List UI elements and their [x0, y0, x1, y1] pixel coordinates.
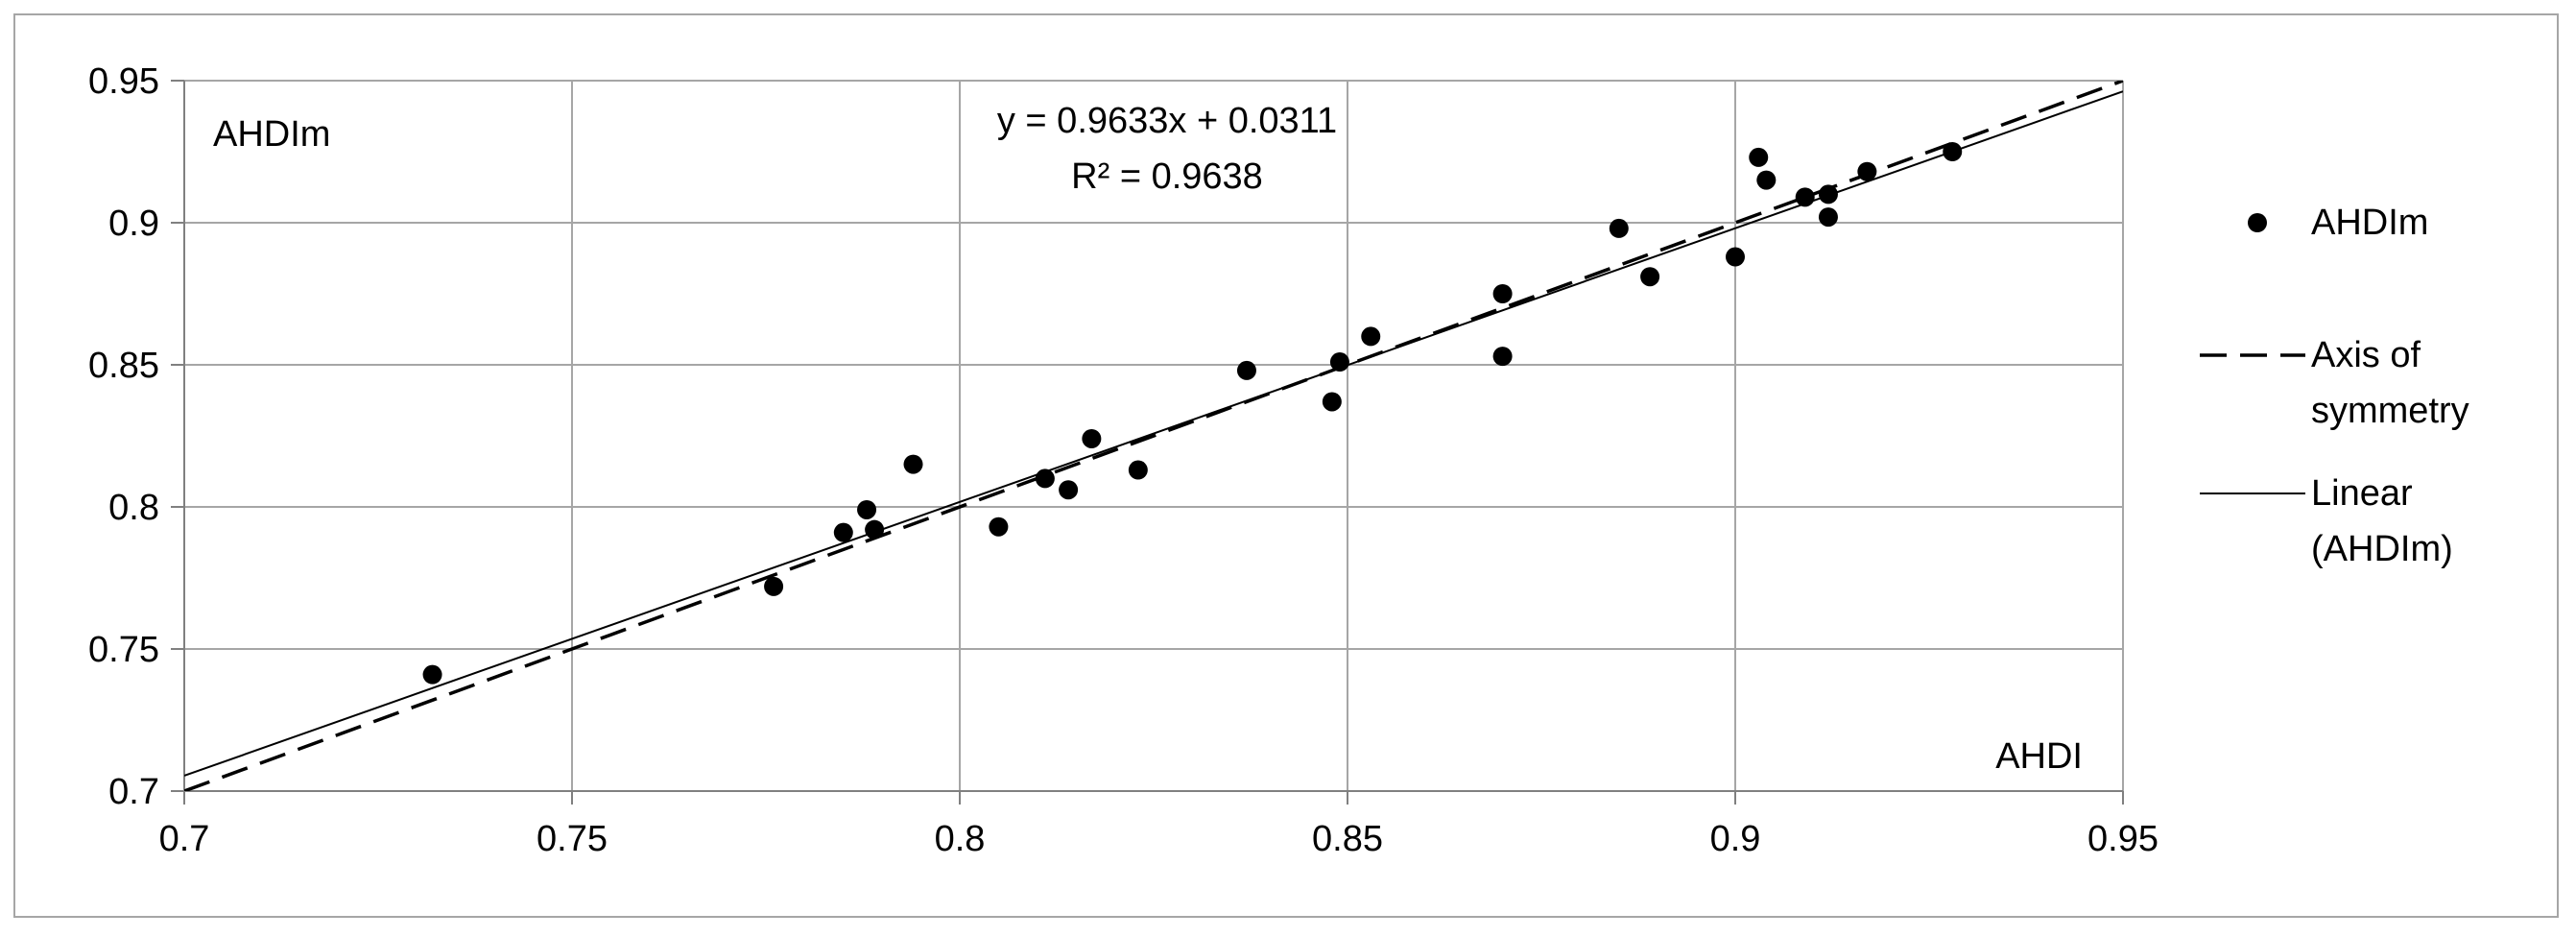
x-tick-label: 0.75 [537, 819, 608, 859]
y-tick-label: 0.7 [108, 772, 159, 812]
data-point [857, 499, 877, 519]
data-point [833, 522, 853, 542]
y-tick-label: 0.8 [108, 488, 159, 528]
data-point [764, 576, 784, 596]
data-point [865, 519, 885, 540]
gridlines [184, 80, 2124, 791]
trendline-equation: y = 0.9633x + 0.0311 [997, 101, 1337, 141]
legend-label: symmetry [2311, 391, 2469, 431]
x-tick-label: 0.8 [935, 819, 986, 859]
data-point [422, 664, 442, 685]
tick-labels: 0.7 0.75 0.8 0.85 0.9 0.95 0.7 0.75 0.8 0.85 0.9 0.… [88, 61, 2159, 859]
data-points [422, 142, 1963, 685]
data-point [1640, 267, 1660, 287]
trend-lines [184, 81, 2123, 791]
data-point [903, 454, 923, 474]
x-tick-label: 0.95 [2087, 819, 2159, 859]
data-point [1943, 142, 1963, 161]
x-tick-label: 0.85 [1312, 819, 1383, 859]
data-point [1749, 147, 1769, 167]
y-axis-corner-label: AHDIm [213, 114, 330, 155]
linear-trendline [184, 90, 2123, 777]
data-point [1818, 184, 1838, 204]
data-point [1082, 428, 1102, 448]
data-point [1361, 326, 1381, 347]
data-point [1059, 480, 1079, 500]
x-tick-label: 0.9 [1710, 819, 1761, 859]
legend-label: Linear [2311, 473, 2413, 514]
data-point [989, 517, 1009, 537]
data-point [1492, 284, 1513, 303]
legend: AHDIm Axis of symmetry Linear (AHDIm) [2200, 203, 2469, 569]
data-point [1492, 347, 1513, 367]
legend-label: (AHDIm) [2311, 529, 2453, 569]
legend-label: Axis of [2311, 335, 2421, 375]
y-tick-label: 0.75 [88, 630, 159, 670]
x-tick-label: 0.7 [159, 819, 210, 859]
data-point [1236, 360, 1256, 380]
data-point [1329, 352, 1349, 372]
y-tick-label: 0.85 [88, 346, 159, 386]
r-squared-label: R² = 0.9638 [1071, 156, 1263, 197]
chart-frame: 0.7 0.75 0.8 0.85 0.9 0.95 0.7 0.75 0.8 0.85 0.9 0.… [13, 13, 2559, 918]
data-point [1322, 392, 1342, 412]
legend-dot-marker [2248, 213, 2267, 232]
x-axis-corner-label: AHDI [1995, 736, 2083, 777]
data-point [1609, 218, 1629, 238]
data-point [1795, 187, 1815, 207]
data-point [1857, 161, 1877, 181]
y-tick-label: 0.9 [108, 204, 159, 244]
data-point [1818, 207, 1838, 228]
data-point [1035, 468, 1055, 489]
axis-of-symmetry-line [184, 81, 2123, 791]
data-point [1726, 247, 1745, 267]
y-tick-label: 0.95 [88, 61, 159, 102]
legend-label: AHDIm [2311, 203, 2428, 243]
data-point [1756, 170, 1777, 190]
scatter-chart: 0.7 0.75 0.8 0.85 0.9 0.95 0.7 0.75 0.8 0.85 0.9 0.… [88, 61, 2469, 859]
data-point [1128, 460, 1148, 480]
axes [171, 80, 2124, 805]
